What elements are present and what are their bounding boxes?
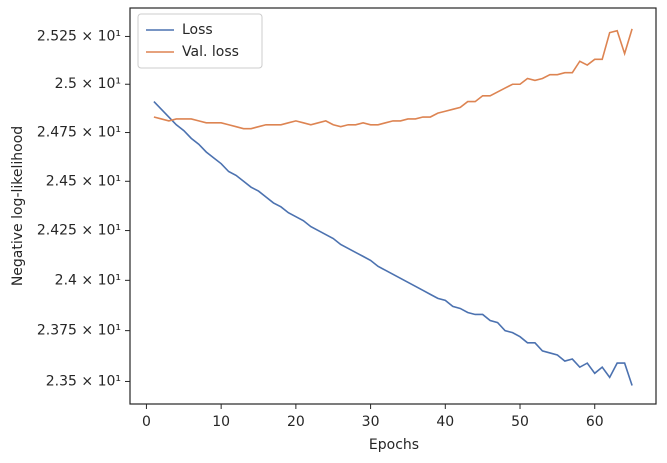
legend-label: Val. loss xyxy=(182,44,239,60)
x-tick-label: 60 xyxy=(586,414,604,430)
y-axis-label: Negative log-likelihood xyxy=(10,126,26,286)
legend-label: Loss xyxy=(182,22,213,38)
axes-frame xyxy=(129,7,657,405)
y-tick-label: 2.375 × 10¹ xyxy=(37,323,121,339)
y-tick-label: 2.425 × 10¹ xyxy=(37,223,121,239)
x-tick-label: 50 xyxy=(511,414,529,430)
x-tick-label: 30 xyxy=(362,414,380,430)
x-tick-label: 0 xyxy=(142,414,151,430)
y-tick-label: 2.35 × 10¹ xyxy=(46,373,121,389)
y-tick-label: 2.525 × 10¹ xyxy=(37,28,121,44)
x-tick-label: 20 xyxy=(287,414,305,430)
x-tick-label: 10 xyxy=(212,414,230,430)
x-axis-label: Epochs xyxy=(369,437,419,453)
y-tick-label: 2.45 × 10¹ xyxy=(46,173,121,189)
line-series xyxy=(153,28,633,130)
legend-box xyxy=(137,13,263,69)
y-tick-label: 2.4 × 10¹ xyxy=(55,272,121,288)
line-series xyxy=(153,101,633,386)
y-tick-label: 2.475 × 10¹ xyxy=(37,125,121,141)
x-tick-label: 40 xyxy=(436,414,454,430)
y-tick-label: 2.5 × 10¹ xyxy=(55,76,121,92)
